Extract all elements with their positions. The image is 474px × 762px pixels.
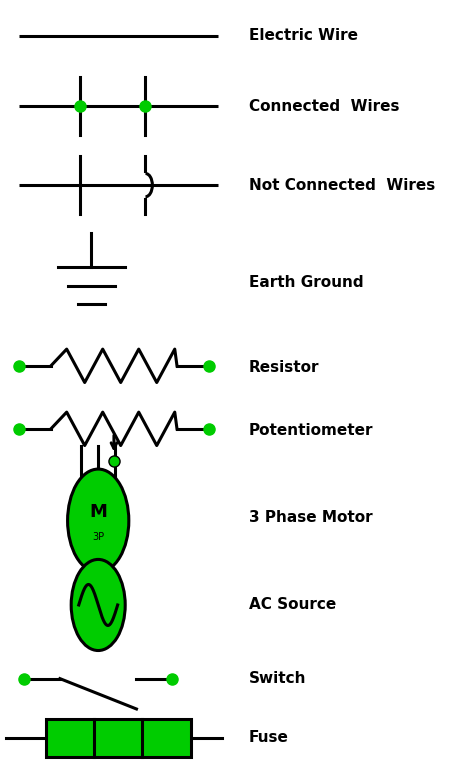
Text: AC Source: AC Source: [249, 597, 336, 613]
Text: Earth Ground: Earth Ground: [249, 275, 364, 290]
Text: Switch: Switch: [249, 671, 307, 686]
Bar: [46, 719, 191, 757]
Text: M: M: [89, 503, 107, 520]
Text: Potentiometer: Potentiometer: [249, 423, 374, 438]
Text: Fuse: Fuse: [249, 730, 289, 745]
Text: 3P: 3P: [92, 533, 104, 543]
Text: 3 Phase Motor: 3 Phase Motor: [249, 511, 373, 525]
Circle shape: [68, 469, 129, 572]
Text: Electric Wire: Electric Wire: [249, 28, 358, 43]
Text: Resistor: Resistor: [249, 360, 319, 375]
Text: Not Connected  Wires: Not Connected Wires: [249, 178, 435, 193]
Text: Connected  Wires: Connected Wires: [249, 98, 400, 114]
Circle shape: [71, 559, 125, 651]
